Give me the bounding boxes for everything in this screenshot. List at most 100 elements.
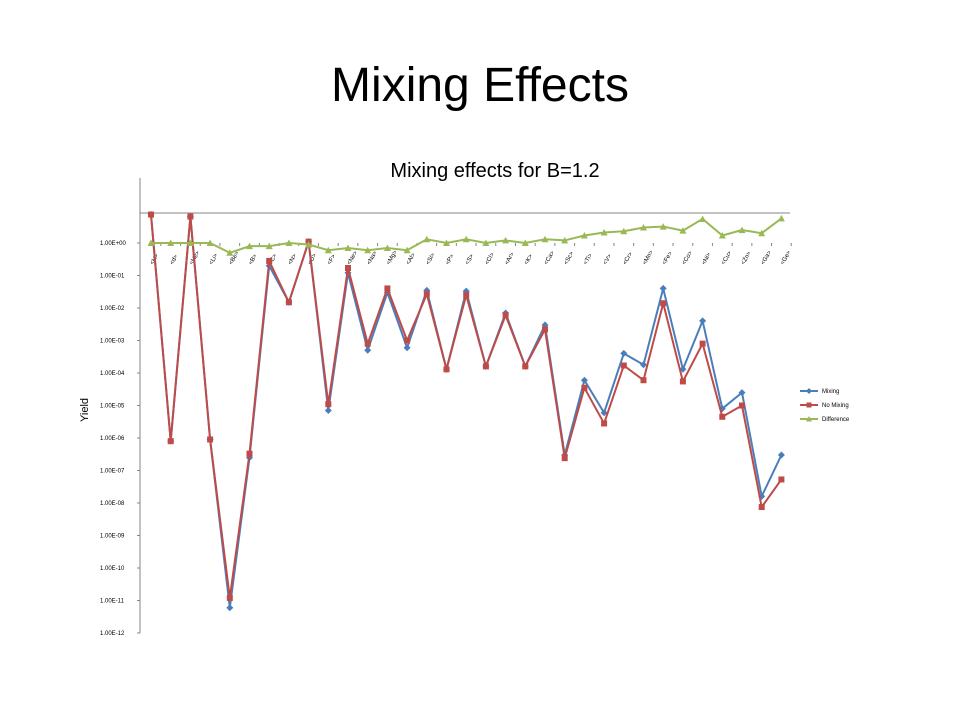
y-tick-label: 1.00E-12 — [100, 631, 125, 637]
x-category-label: <N> — [287, 253, 298, 266]
point-difference — [600, 229, 608, 236]
point-mixing — [738, 389, 746, 397]
point-no-mixing — [640, 377, 647, 384]
point-difference — [206, 239, 214, 246]
legend-label-mixing: Mixing — [822, 389, 839, 395]
point-difference — [758, 229, 766, 237]
point-difference — [285, 239, 293, 246]
point-difference — [777, 214, 785, 222]
point-no-mixing — [679, 378, 686, 385]
point-difference — [580, 232, 588, 239]
legend-marker-mixing — [806, 388, 812, 394]
x-category-label: <Cl> — [484, 252, 496, 266]
chart-title: Mixing effects for B=1.2 — [390, 160, 600, 182]
point-difference — [364, 246, 372, 254]
x-category-label: <S> — [465, 253, 476, 266]
point-no-mixing — [699, 340, 706, 347]
point-no-mixing — [601, 420, 608, 427]
y-tick-label: 1.00E-06 — [100, 436, 125, 442]
y-tick-label: 1.00E-01 — [100, 274, 125, 280]
point-no-mixing — [266, 257, 273, 264]
point-difference — [423, 235, 431, 243]
series-line-difference — [151, 217, 783, 254]
point-no-mixing — [778, 476, 785, 483]
point-difference — [521, 239, 529, 246]
point-difference — [679, 227, 687, 234]
chart-axes — [139, 178, 790, 633]
x-category-label: <C> — [268, 253, 279, 266]
point-difference — [541, 235, 549, 243]
point-no-mixing — [463, 292, 470, 299]
x-category-label: <Mn> — [642, 249, 655, 266]
x-category-label: <Ne> — [347, 250, 360, 266]
point-mixing — [580, 376, 588, 384]
point-mixing — [659, 284, 667, 292]
point-difference — [383, 244, 391, 252]
x-category-label: <Co> — [681, 250, 694, 266]
x-category-label: <Ti> — [583, 252, 594, 266]
point-difference — [226, 249, 234, 256]
y-tick-label: 1.00E-11 — [100, 599, 125, 605]
point-no-mixing — [187, 213, 194, 220]
point-no-mixing — [660, 300, 667, 307]
point-difference — [482, 239, 490, 246]
point-no-mixing — [482, 363, 489, 370]
point-difference — [699, 215, 707, 222]
legend-marker-difference — [806, 416, 812, 422]
point-no-mixing — [561, 455, 568, 462]
point-difference — [167, 239, 175, 246]
point-mixing — [324, 407, 332, 415]
x-category-label: <Ga> — [760, 250, 773, 266]
x-category-label: <Mg> — [386, 249, 399, 266]
point-difference — [620, 227, 628, 235]
x-category-label: <Cr> — [622, 251, 634, 266]
x-category-label: <Ge> — [780, 250, 793, 266]
point-no-mixing — [148, 211, 154, 218]
y-tick-label: 1.00E-03 — [100, 339, 125, 345]
legend: Mixing No Mixing Difference — [800, 388, 850, 423]
point-no-mixing — [620, 362, 627, 369]
point-mixing — [777, 451, 785, 459]
y-tick-label: 1.00E-04 — [100, 371, 125, 377]
point-difference — [324, 246, 332, 254]
legend-label-difference: Difference — [822, 417, 850, 423]
y-tick-label: 1.00E+00 — [100, 241, 127, 247]
x-category-label: <V> — [603, 253, 614, 266]
point-no-mixing — [167, 438, 174, 445]
legend-label-no-mixing: No Mixing — [822, 403, 849, 409]
y-tick-label: 1.00E-05 — [100, 404, 125, 410]
y-tick-label: 1.00E-02 — [100, 306, 125, 312]
point-difference — [246, 242, 253, 250]
point-mixing — [640, 361, 647, 369]
x-category-label: <Sc> — [563, 250, 575, 266]
y-axis-label: Yield — [79, 398, 91, 422]
y-tick-label: 1.00E-10 — [100, 566, 125, 572]
y-ticks: 1.00E+00 1.00E-01 1.00E-02 1.00E-03 1.00E-04… — [100, 241, 140, 637]
point-no-mixing — [719, 413, 726, 420]
point-no-mixing — [246, 450, 253, 457]
point-no-mixing — [207, 436, 214, 443]
x-category-label: <F> — [327, 253, 338, 266]
point-difference — [718, 232, 726, 239]
point-mixing — [403, 344, 411, 352]
point-difference — [502, 236, 510, 244]
y-tick-label: 1.00E-09 — [100, 534, 125, 540]
point-no-mixing — [364, 340, 371, 347]
point-no-mixing — [758, 504, 765, 511]
x-category-label: <P> — [445, 253, 456, 266]
point-difference — [265, 242, 273, 250]
x-category-label: <K> — [524, 253, 535, 266]
point-difference — [305, 240, 313, 248]
point-no-mixing — [522, 363, 529, 370]
point-mixing — [364, 346, 372, 354]
x-category-label: <Li> — [209, 252, 220, 266]
x-category-label: <Zn> — [741, 250, 753, 266]
point-difference — [738, 226, 746, 234]
point-difference — [344, 244, 352, 252]
point-no-mixing — [739, 402, 745, 409]
point-no-mixing — [581, 384, 588, 391]
x-category-label: <Cu> — [721, 250, 734, 266]
point-difference — [640, 223, 647, 231]
point-no-mixing — [285, 299, 292, 306]
x-category-label: <Al> — [406, 252, 418, 266]
